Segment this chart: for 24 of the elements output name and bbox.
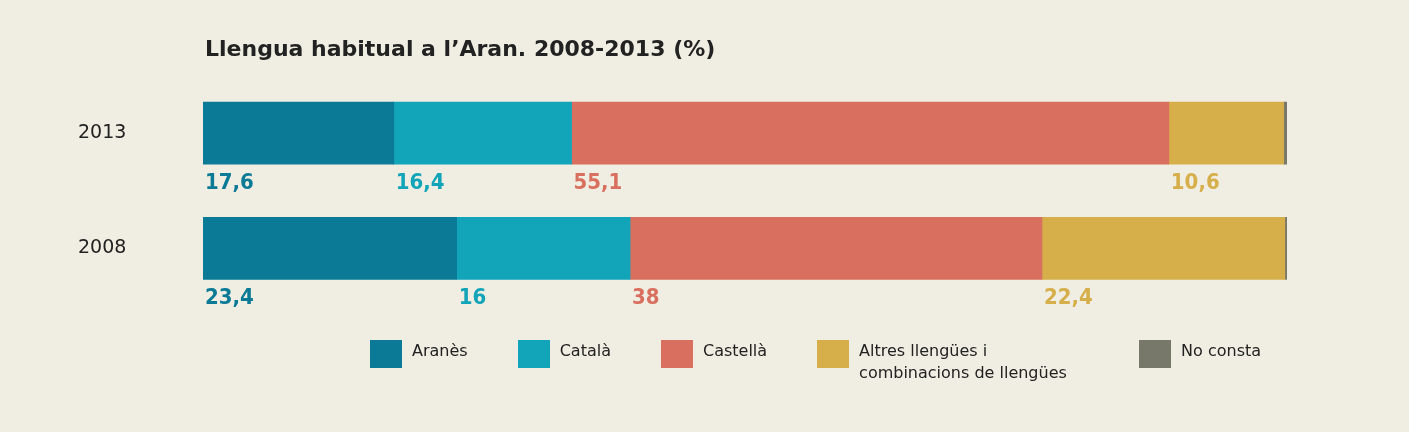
legend-label: Castellà <box>702 340 768 362</box>
bar <box>203 101 395 165</box>
data-label: 23,4 <box>205 284 254 310</box>
legend-label: Altres llengües i combinacions de llengües <box>859 340 1068 384</box>
legend-label: Aranès <box>412 340 468 362</box>
data-label: 16,4 <box>395 168 445 194</box>
bar <box>393 101 572 165</box>
bar <box>456 217 631 280</box>
data-label: 16 <box>458 284 487 310</box>
y-tick-label: 2013 <box>78 119 127 142</box>
data-label: 22,4 <box>1044 284 1093 310</box>
legend-label: No consta <box>1181 340 1262 362</box>
chart-title: Llengua habitual a l’Aran. 2008-2013 (%) <box>204 35 717 61</box>
y-tick-label: 2008 <box>78 235 127 258</box>
bar <box>1168 101 1285 165</box>
bar <box>1041 217 1286 280</box>
bar <box>203 217 457 280</box>
bar <box>571 101 1170 165</box>
bar <box>629 217 1043 280</box>
data-label: 10,6 <box>1170 168 1220 194</box>
data-label: 38 <box>632 284 660 310</box>
legend-label: Català <box>559 340 611 362</box>
data-label: 17,6 <box>205 168 254 194</box>
data-label: 55,1 <box>573 168 623 194</box>
